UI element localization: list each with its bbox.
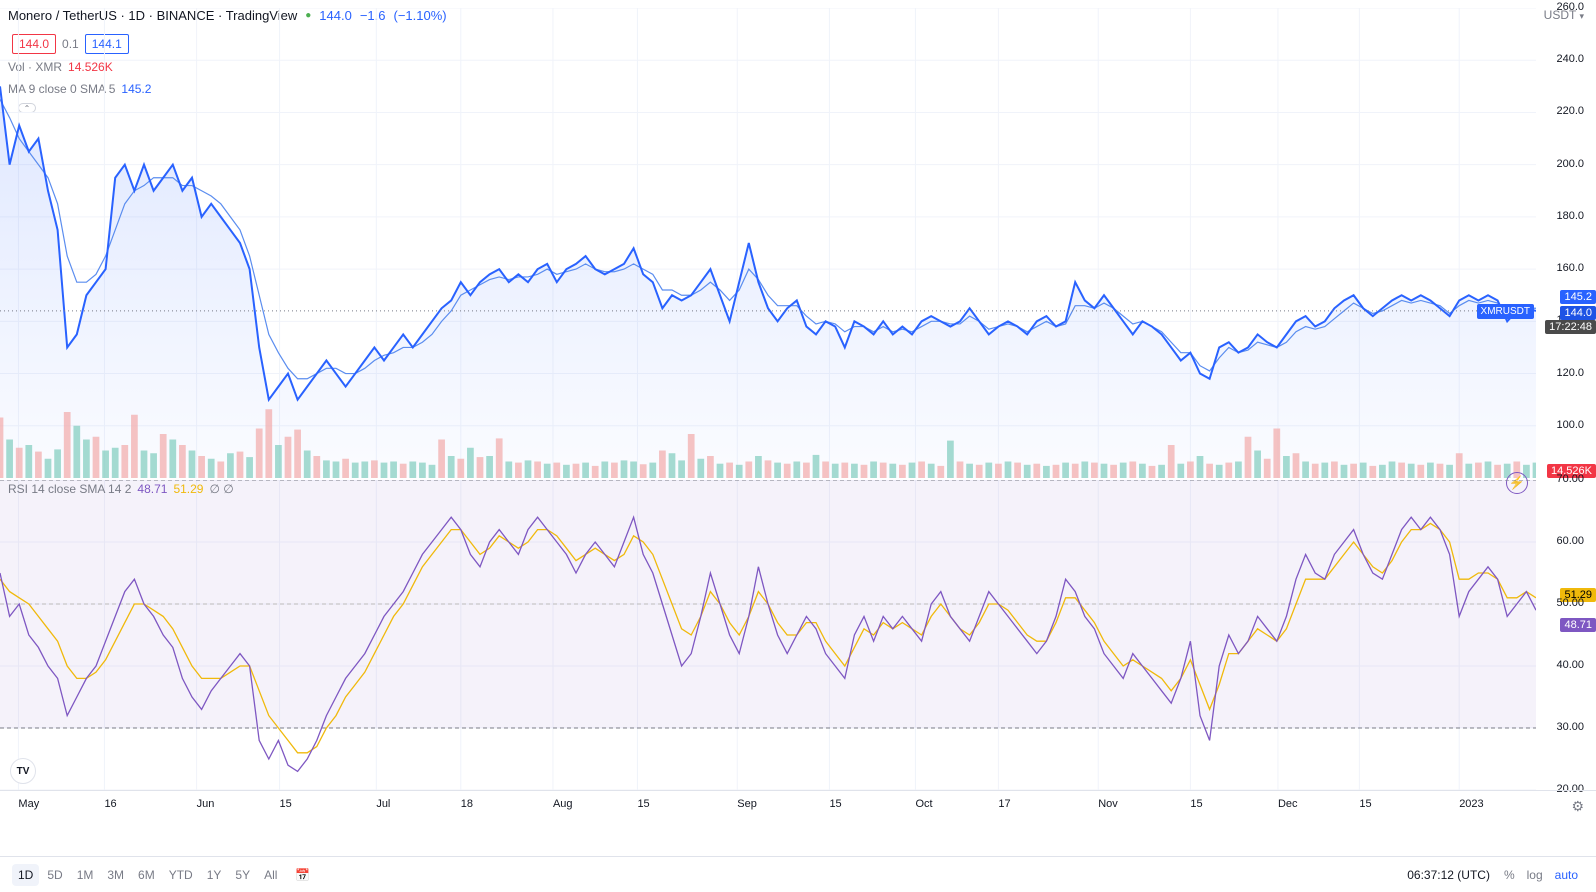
time-axis-tick: 15: [1190, 798, 1202, 810]
time-axis-tick: Nov: [1098, 798, 1118, 810]
time-axis-tick: Jul: [376, 798, 390, 810]
rsi-extras: ∅ ∅: [209, 482, 233, 496]
symbol-price-label: XMRUSDT: [1477, 304, 1534, 319]
price-axis-tick: 260.0: [1556, 1, 1584, 13]
ma-price-label: 145.2: [1560, 290, 1596, 304]
clock-display[interactable]: 06:37:12 (UTC): [1407, 868, 1490, 882]
rsi-axis-tick: 30.00: [1556, 721, 1584, 733]
calendar-icon[interactable]: 📅: [295, 868, 310, 882]
rsi-indicator-row[interactable]: RSI 14 close SMA 14 2 48.71 51.29 ∅ ∅: [8, 482, 234, 496]
time-axis-tick: Sep: [737, 798, 757, 810]
interval-3m[interactable]: 3M: [101, 864, 130, 886]
rsi-y-axis[interactable]: 20.0030.0040.0050.0060.0070.00: [1538, 480, 1588, 790]
rsi-value-1: 48.71: [137, 482, 167, 496]
rsi-label: RSI 14 close SMA 14 2: [8, 482, 131, 496]
rsi-axis-tick: 60.00: [1556, 535, 1584, 547]
price-axis-tick: 120.0: [1556, 367, 1584, 379]
price-chart-panel[interactable]: [0, 8, 1536, 478]
price-axis-tick: 160.0: [1556, 262, 1584, 274]
rsi-axis-tick: 20.00: [1556, 783, 1584, 795]
interval-ytd[interactable]: YTD: [163, 864, 199, 886]
rsi-axis-tick: 50.00: [1556, 597, 1584, 609]
price-axis-tick: 100.0: [1556, 419, 1584, 431]
time-x-axis[interactable]: May 16 Jun 15 Jul 18 Aug 15 Sep 15 Oct 17 Nov 15 Dec 15…: [0, 798, 1536, 820]
price-axis-tick: 220.0: [1556, 105, 1584, 117]
rsi-chart-panel[interactable]: [0, 480, 1536, 790]
time-axis-tick: Jun: [197, 798, 215, 810]
current-price-label: 144.0: [1560, 306, 1596, 320]
countdown-label: 17:22:48: [1545, 320, 1596, 334]
time-axis-tick: 15: [280, 798, 292, 810]
time-axis-tick: Oct: [915, 798, 932, 810]
interval-1m[interactable]: 1M: [71, 864, 100, 886]
interval-selector: 1D5D1M3M6MYTD1Y5YAll: [12, 864, 283, 886]
axis-settings-icon[interactable]: ⚙: [1571, 798, 1584, 815]
tradingview-logo[interactable]: TV: [10, 758, 36, 784]
time-axis-tick: Aug: [553, 798, 573, 810]
bottom-toolbar: 1D5D1M3M6MYTD1Y5YAll 📅 06:37:12 (UTC) % …: [0, 856, 1596, 892]
interval-6m[interactable]: 6M: [132, 864, 161, 886]
price-axis-tick: 200.0: [1556, 158, 1584, 170]
time-axis-tick: 16: [104, 798, 116, 810]
interval-all[interactable]: All: [258, 864, 283, 886]
interval-1y[interactable]: 1Y: [201, 864, 228, 886]
time-axis-tick: 15: [637, 798, 649, 810]
price-axis-tick: 180.0: [1556, 210, 1584, 222]
time-axis-tick: 18: [461, 798, 473, 810]
rsi-axis-tick: 70.00: [1556, 473, 1584, 485]
scale-log-button[interactable]: log: [1521, 864, 1549, 886]
scale-percent-button[interactable]: %: [1498, 864, 1521, 886]
price-axis-tick: 240.0: [1556, 53, 1584, 65]
time-axis-tick: 15: [1359, 798, 1371, 810]
rsi-axis-tick: 40.00: [1556, 659, 1584, 671]
interval-5y[interactable]: 5Y: [229, 864, 256, 886]
price-y-axis[interactable]: 100.0120.0140.0160.0180.0200.0220.0240.0…: [1538, 8, 1588, 478]
time-axis-tick: May: [18, 798, 39, 810]
time-axis-tick: 15: [829, 798, 841, 810]
time-axis-tick: 17: [998, 798, 1010, 810]
interval-1d[interactable]: 1D: [12, 864, 39, 886]
scale-auto-button[interactable]: auto: [1549, 864, 1584, 886]
rsi-value-2: 51.29: [173, 482, 203, 496]
interval-5d[interactable]: 5D: [41, 864, 68, 886]
time-axis-tick: Dec: [1278, 798, 1298, 810]
time-axis-tick: 2023: [1459, 798, 1483, 810]
panel-separator: [0, 790, 1596, 791]
